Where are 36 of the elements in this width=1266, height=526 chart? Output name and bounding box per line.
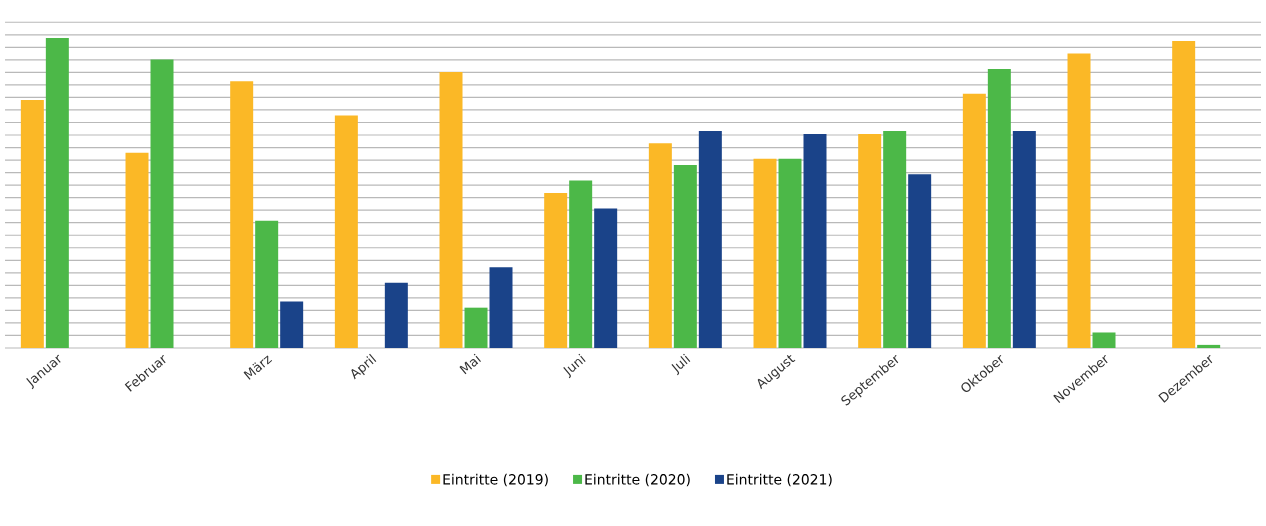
- bar: [1067, 53, 1091, 348]
- bar: [883, 130, 907, 348]
- bar: [125, 152, 149, 348]
- x-tick-label: Juli: [671, 353, 691, 376]
- bar: [1172, 41, 1196, 348]
- bar: [384, 282, 408, 348]
- legend-label: Eintritte (2020): [585, 473, 690, 487]
- bar: [439, 72, 463, 348]
- bar: [464, 307, 488, 348]
- bar: [230, 81, 254, 348]
- bar: [280, 301, 304, 348]
- bar: [334, 115, 358, 348]
- bar: [150, 59, 174, 348]
- bar: [544, 192, 568, 348]
- bar: [255, 220, 279, 348]
- bar: [648, 143, 672, 348]
- bar: [673, 165, 697, 348]
- bar: [1197, 344, 1221, 348]
- bar: [489, 267, 513, 348]
- bar: [1012, 130, 1036, 348]
- x-tick-label: Mai: [459, 353, 481, 375]
- bar: [987, 68, 1011, 348]
- bar: [569, 180, 593, 348]
- bar: [753, 158, 777, 348]
- bar: [858, 134, 882, 348]
- bar: [803, 134, 827, 348]
- bar: [594, 208, 618, 348]
- bar: [45, 37, 69, 348]
- bar: [962, 93, 986, 348]
- bar: [908, 174, 932, 348]
- bar: [778, 158, 802, 348]
- legend-label: Eintritte (2019): [443, 473, 548, 487]
- bar: [698, 130, 722, 348]
- bar: [20, 99, 44, 348]
- legend-label: Eintritte (2021): [727, 473, 832, 487]
- bar: [1092, 332, 1116, 348]
